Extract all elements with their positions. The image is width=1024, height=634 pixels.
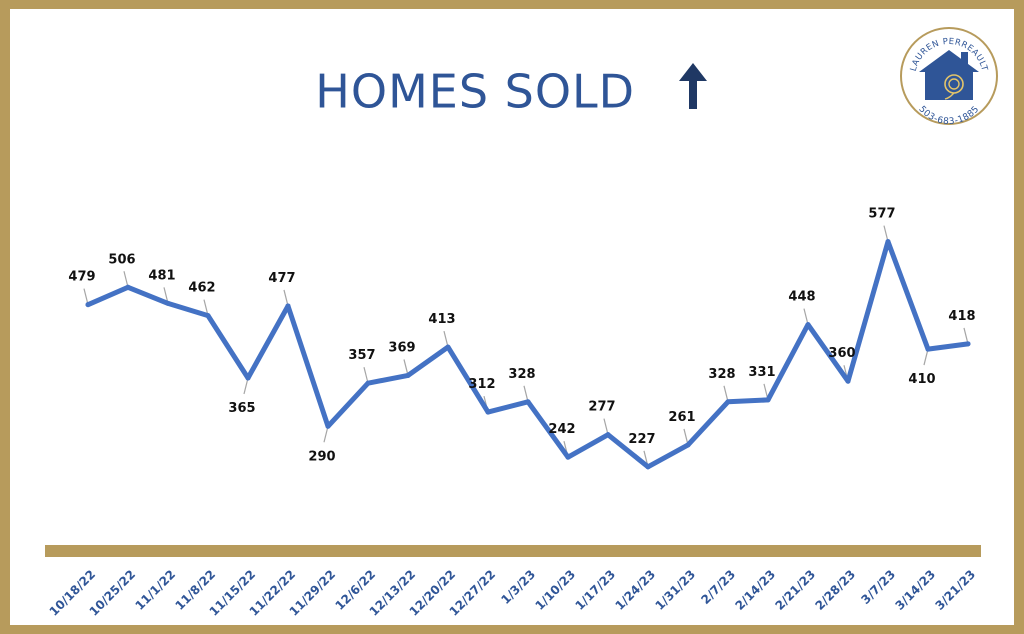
house-rose-icon bbox=[919, 50, 979, 100]
data-point bbox=[925, 346, 931, 352]
data-point bbox=[365, 380, 371, 386]
data-label: 261 bbox=[668, 410, 695, 425]
x-axis-band bbox=[45, 545, 981, 557]
data-point bbox=[445, 344, 451, 350]
data-point bbox=[125, 284, 131, 290]
data-point bbox=[725, 399, 731, 405]
data-point bbox=[845, 378, 851, 384]
data-point bbox=[685, 442, 691, 448]
x-tick-label: 3/21/23 bbox=[933, 567, 979, 613]
data-point bbox=[525, 399, 531, 405]
data-label: 413 bbox=[428, 312, 455, 327]
leader-line bbox=[723, 385, 729, 402]
leader-line bbox=[323, 426, 329, 443]
data-label: 242 bbox=[548, 422, 575, 437]
data-label: 462 bbox=[188, 281, 215, 296]
chart-title: HOMES SOLD bbox=[315, 64, 636, 119]
data-point bbox=[165, 300, 171, 306]
chart-frame: HOMES SOLD LAUREN PERREAULT bbox=[10, 9, 1014, 625]
data-point bbox=[605, 432, 611, 438]
line-chart: 479 506 481 462 365 477 290 357 369 413 312 328 242 2… bbox=[45, 207, 981, 619]
x-tick-label: 1/3/23 bbox=[498, 567, 538, 607]
data-label: 357 bbox=[348, 348, 375, 363]
x-tick-label: 11/1/22 bbox=[133, 567, 179, 613]
leader-line bbox=[923, 348, 929, 366]
x-tick-label: 1/17/23 bbox=[573, 567, 619, 613]
x-tick-label: 3/7/23 bbox=[858, 567, 898, 607]
logo: LAUREN PERREAULT 503-683-1885 bbox=[899, 26, 999, 127]
leader-line bbox=[883, 225, 889, 242]
data-label: 481 bbox=[148, 268, 175, 283]
data-label: 277 bbox=[588, 400, 615, 415]
data-label: 369 bbox=[388, 340, 415, 355]
data-label: 312 bbox=[468, 377, 495, 392]
data-point bbox=[565, 454, 571, 460]
data-label: 479 bbox=[68, 270, 95, 285]
data-label: 227 bbox=[628, 432, 655, 447]
data-point bbox=[405, 372, 411, 378]
x-tick-label: 1/31/23 bbox=[653, 567, 699, 613]
x-tick-label: 2/28/23 bbox=[813, 567, 859, 613]
x-tick-label: 1/10/23 bbox=[533, 567, 579, 613]
data-point bbox=[765, 397, 771, 403]
x-tick-label: 2/21/23 bbox=[773, 567, 819, 613]
leader-line bbox=[363, 367, 369, 384]
data-label: 577 bbox=[868, 207, 895, 222]
data-point bbox=[205, 313, 211, 319]
data-point bbox=[885, 239, 891, 245]
data-label: 328 bbox=[708, 367, 735, 382]
data-point bbox=[485, 409, 491, 415]
data-point bbox=[325, 423, 331, 429]
leader-line bbox=[243, 377, 249, 395]
leader-line bbox=[83, 288, 89, 305]
leader-line bbox=[283, 289, 289, 307]
data-label: 331 bbox=[748, 365, 775, 380]
leader-line bbox=[803, 308, 809, 325]
data-label: 328 bbox=[508, 367, 535, 382]
chart-title-row: HOMES SOLD bbox=[10, 61, 1014, 122]
x-tick-label: 2/14/23 bbox=[733, 567, 779, 613]
data-point bbox=[965, 341, 971, 347]
data-point bbox=[805, 322, 811, 328]
data-label: 506 bbox=[108, 252, 135, 267]
leader-line bbox=[523, 385, 529, 402]
data-point bbox=[285, 303, 291, 309]
up-arrow-icon bbox=[677, 61, 709, 122]
data-label: 418 bbox=[948, 309, 975, 324]
x-tick-label: 2/7/23 bbox=[698, 567, 738, 607]
data-point bbox=[645, 464, 651, 470]
leader-line bbox=[963, 327, 969, 345]
data-label: 365 bbox=[228, 401, 255, 416]
data-label: 477 bbox=[268, 271, 295, 286]
data-point bbox=[245, 375, 251, 381]
x-tick-label: 3/14/23 bbox=[893, 567, 939, 613]
leader-line bbox=[443, 330, 449, 348]
data-label: 410 bbox=[908, 372, 935, 387]
leader-line bbox=[123, 271, 129, 288]
data-label: 448 bbox=[788, 290, 815, 305]
data-point bbox=[85, 302, 91, 308]
x-tick-label: 1/24/23 bbox=[613, 567, 659, 613]
leader-line bbox=[603, 418, 609, 435]
data-label: 360 bbox=[828, 346, 855, 361]
leader-line bbox=[403, 359, 409, 376]
data-label: 290 bbox=[308, 449, 335, 464]
